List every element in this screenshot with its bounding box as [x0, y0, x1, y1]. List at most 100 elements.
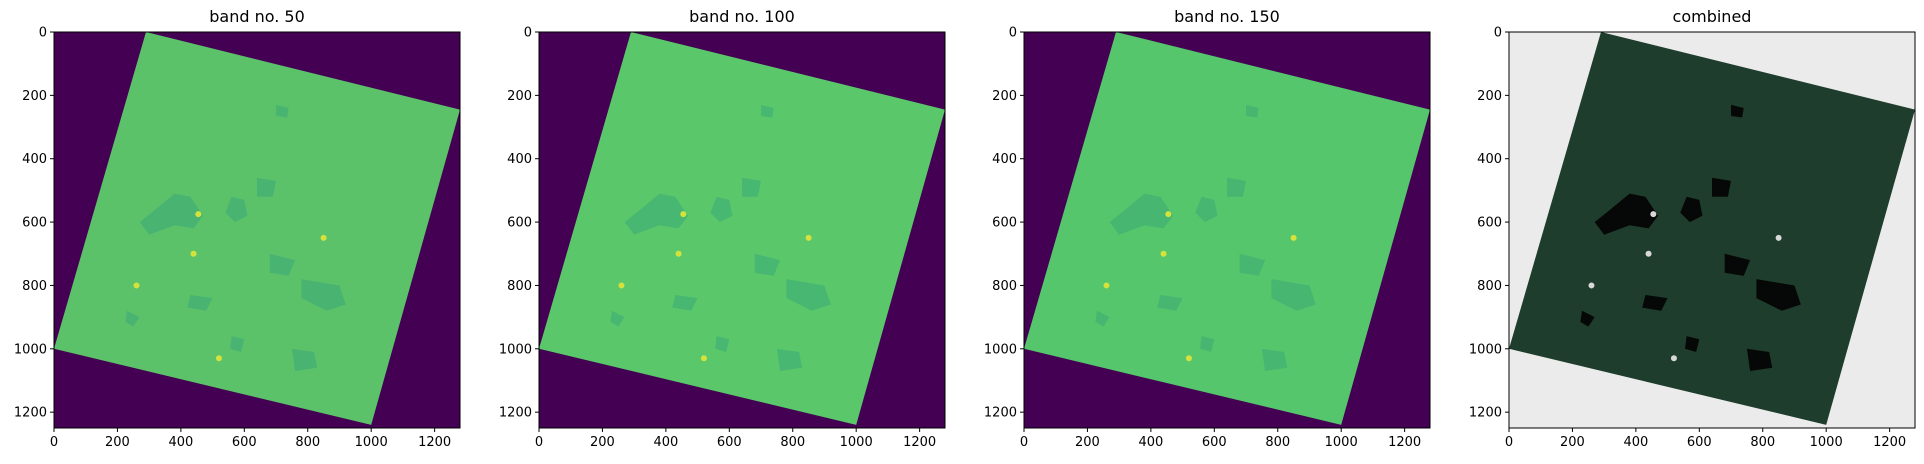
water-body [230, 336, 245, 352]
y-tick-label: 0 [39, 26, 47, 41]
water-body [1157, 294, 1183, 311]
bright-spot [675, 250, 682, 257]
scene-features [1580, 104, 1868, 371]
water-body [1239, 253, 1266, 276]
panel-title: band no. 100 [689, 7, 795, 26]
axes-frame [538, 31, 946, 429]
bright-spot [1645, 250, 1652, 257]
bright-spot [680, 211, 687, 218]
bright-spot [1103, 282, 1110, 289]
x-tick-label: 200 [1075, 435, 1100, 450]
bright-spot [805, 234, 812, 241]
water-body [1724, 253, 1751, 276]
x-tick-label: 800 [780, 435, 805, 450]
x-tick-label: 200 [1560, 435, 1585, 450]
scene-features [1095, 104, 1383, 371]
y-tick-label: 200 [1477, 89, 1502, 104]
x-tick-label: 400 [1623, 435, 1648, 450]
axes-frame [1023, 31, 1431, 429]
x-tick-label: 800 [295, 435, 320, 450]
x-tick-label: 800 [1265, 435, 1290, 450]
water-body [1271, 279, 1316, 311]
y-tick-label: 800 [22, 279, 47, 294]
bright-spot [618, 282, 625, 289]
panel-2: band no. 1000 200 400 600 800 1000 12000200400… [499, 7, 946, 450]
water-body [269, 253, 296, 276]
y-tick-label: 400 [1477, 152, 1502, 167]
y-tick-label: 800 [1477, 279, 1502, 294]
x-tick-label: 1200 [1873, 435, 1906, 450]
y-tick-label: 1200 [984, 406, 1017, 421]
x-tick-label: 600 [1202, 435, 1227, 450]
water-body [1712, 177, 1732, 197]
scene-footprint [1509, 32, 1915, 425]
bright-spot [700, 355, 707, 362]
y-tick-label: 400 [507, 152, 532, 167]
axes-frame [53, 31, 461, 429]
water-body [1746, 348, 1773, 371]
x-tick-label: 1000 [355, 435, 388, 450]
water-body [1594, 193, 1659, 235]
water-body [742, 177, 762, 197]
water-body [1680, 196, 1703, 223]
bright-spot [1670, 355, 1677, 362]
scene-footprint [1024, 32, 1430, 425]
x-tick-label: 200 [105, 435, 130, 450]
bright-spot [1588, 282, 1595, 289]
water-body [291, 348, 318, 371]
x-tick-label: 1000 [1325, 435, 1358, 450]
y-tick-label: 0 [1009, 26, 1017, 41]
water-body [1261, 348, 1288, 371]
y-tick-label: 1200 [499, 406, 532, 421]
y-tick-label: 200 [22, 89, 47, 104]
water-body [1195, 196, 1218, 223]
water-body [301, 279, 346, 311]
x-tick-label: 0 [535, 435, 543, 450]
y-tick-label: 400 [22, 152, 47, 167]
water-body [1246, 104, 1259, 118]
bright-spot [215, 355, 222, 362]
water-body [786, 279, 831, 311]
y-tick-label: 600 [507, 216, 532, 231]
water-body [1756, 279, 1801, 311]
x-tick-label: 1000 [840, 435, 873, 450]
y-tick-label: 400 [992, 152, 1017, 167]
y-tick-label: 1200 [1469, 406, 1502, 421]
panel-1: band no. 500 200 400 600 800 1000 120002004006… [14, 7, 461, 450]
bright-spot [1650, 211, 1657, 218]
bright-spot [195, 211, 202, 218]
x-tick-label: 1200 [1388, 435, 1421, 450]
bright-spot [1775, 234, 1782, 241]
bright-spot [320, 234, 327, 241]
y-tick-label: 600 [992, 216, 1017, 231]
x-tick-label: 400 [653, 435, 678, 450]
x-tick-label: 1200 [903, 435, 936, 450]
water-body [125, 310, 140, 327]
x-tick-label: 1200 [418, 435, 451, 450]
water-body [257, 177, 277, 197]
y-tick-label: 0 [1494, 26, 1502, 41]
x-tick-label: 600 [717, 435, 742, 450]
y-tick-label: 1000 [984, 342, 1017, 357]
water-body [624, 193, 689, 235]
y-tick-label: 600 [22, 216, 47, 231]
x-tick-label: 400 [1138, 435, 1163, 450]
y-tick-label: 1200 [14, 406, 47, 421]
scene-features [125, 104, 413, 371]
y-tick-label: 0 [524, 26, 532, 41]
water-body [1200, 336, 1215, 352]
panel-title: band no. 150 [1174, 7, 1280, 26]
y-tick-label: 200 [507, 89, 532, 104]
bright-spot [133, 282, 140, 289]
water-body [1109, 193, 1174, 235]
water-body [1580, 310, 1595, 327]
water-body [1095, 310, 1110, 327]
axes-frame [1508, 31, 1916, 429]
y-tick-label: 800 [507, 279, 532, 294]
x-tick-label: 0 [1020, 435, 1028, 450]
bright-spot [1165, 211, 1172, 218]
y-tick-label: 1000 [1469, 342, 1502, 357]
